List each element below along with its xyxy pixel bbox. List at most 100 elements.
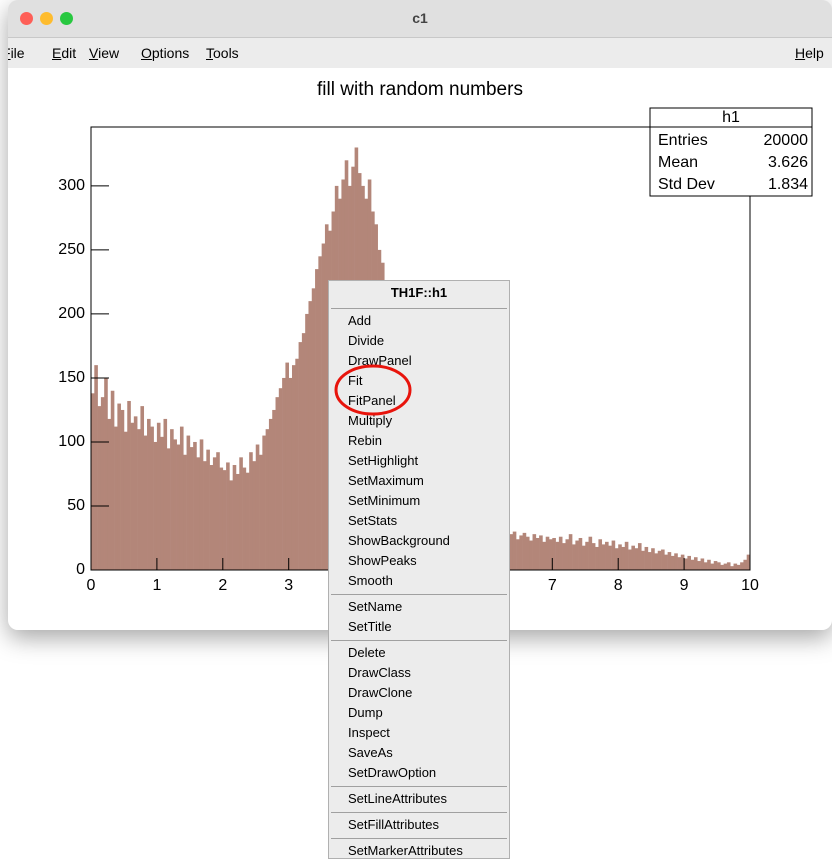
- y-tick-label: 100: [58, 433, 85, 450]
- menu-separator: [331, 812, 507, 813]
- menu-item[interactable]: SetStats: [348, 513, 398, 528]
- menu-item[interactable]: Divide: [348, 333, 385, 348]
- menu-item[interactable]: View: [89, 45, 120, 61]
- bar: [189, 447, 194, 570]
- bar: [94, 365, 98, 570]
- bar: [278, 388, 283, 570]
- menu-item[interactable]: SetMaximum: [348, 473, 424, 488]
- bar: [193, 441, 197, 570]
- menu-item[interactable]: DrawPanel: [348, 353, 412, 368]
- bar: [651, 548, 655, 570]
- bar: [667, 552, 672, 570]
- bar: [170, 429, 174, 570]
- bar: [127, 400, 131, 570]
- bar: [163, 418, 168, 570]
- bar: [647, 552, 652, 570]
- bar: [562, 543, 566, 570]
- menu-item[interactable]: SaveAs: [348, 745, 393, 760]
- bar: [743, 559, 748, 570]
- menu-item[interactable]: SetName: [348, 599, 403, 614]
- bar: [133, 416, 138, 570]
- menu-item[interactable]: Inspect: [348, 725, 390, 740]
- bar: [605, 541, 609, 570]
- y-tick-label: 50: [67, 497, 85, 514]
- bar: [549, 539, 553, 570]
- bar: [535, 537, 540, 570]
- bar: [301, 333, 306, 570]
- bar: [522, 532, 527, 570]
- bar: [232, 465, 237, 570]
- bar: [140, 406, 145, 570]
- bar: [631, 545, 635, 570]
- bar: [235, 473, 240, 570]
- title-bar: c1: [8, 0, 832, 38]
- menu-item[interactable]: SetHighlight: [348, 453, 419, 468]
- bar: [196, 457, 201, 570]
- menu-item[interactable]: Help: [795, 45, 824, 61]
- menu-item[interactable]: SetDrawOption: [348, 765, 437, 780]
- menu-item[interactable]: DrawClone: [348, 685, 413, 700]
- bar: [578, 537, 583, 570]
- bar: [176, 444, 181, 570]
- bar: [100, 397, 105, 570]
- bar: [321, 243, 326, 570]
- bar: [97, 406, 102, 570]
- bar: [91, 393, 95, 570]
- zoom-button[interactable]: [60, 12, 73, 25]
- bar: [308, 301, 313, 570]
- menu-item[interactable]: SetTitle: [348, 619, 392, 634]
- menu-item[interactable]: Options: [141, 45, 190, 61]
- menu-item[interactable]: File: [8, 45, 25, 61]
- menu-separator: [331, 786, 507, 787]
- menu-item[interactable]: Smooth: [348, 573, 393, 588]
- bar: [153, 441, 158, 570]
- bar: [160, 436, 164, 570]
- bar: [661, 549, 665, 570]
- bar: [206, 449, 210, 570]
- bar: [199, 439, 204, 570]
- menu-item[interactable]: Multiply: [348, 413, 393, 428]
- menu-item[interactable]: FitPanel: [348, 393, 396, 408]
- menu-title: TH1F::h1: [390, 285, 448, 300]
- menu-item[interactable]: Tools: [206, 45, 239, 61]
- menu-item[interactable]: Edit: [52, 45, 77, 61]
- close-button[interactable]: [20, 12, 33, 25]
- menu-item[interactable]: Fit: [348, 373, 363, 388]
- menu-item[interactable]: SetLineAttributes: [348, 791, 448, 806]
- bar: [697, 561, 701, 570]
- bar: [568, 534, 573, 570]
- bar: [262, 435, 266, 570]
- bar: [726, 562, 731, 570]
- bar: [641, 550, 645, 570]
- bar: [147, 418, 151, 570]
- bar: [219, 467, 224, 570]
- bar: [295, 358, 299, 570]
- bar: [130, 422, 135, 570]
- menu-item[interactable]: ShowPeaks: [348, 553, 417, 568]
- bar: [285, 362, 289, 570]
- menu-item[interactable]: Delete: [348, 645, 386, 660]
- bar: [552, 537, 556, 570]
- bar: [255, 444, 260, 570]
- menu-item[interactable]: SetMinimum: [348, 493, 421, 508]
- minimize-button[interactable]: [40, 12, 53, 25]
- bar: [608, 545, 612, 570]
- menu-item[interactable]: SetMarkerAttributes: [348, 843, 463, 858]
- menu-item[interactable]: SetFillAttributes: [348, 817, 440, 832]
- bar: [117, 403, 121, 570]
- menu-item[interactable]: Add: [348, 313, 372, 328]
- menu-item[interactable]: DrawClass: [348, 665, 411, 680]
- bar: [222, 470, 227, 570]
- menubar: File Edit View Options Tools Help: [8, 38, 832, 68]
- menu-item[interactable]: ShowBackground: [348, 533, 450, 548]
- bar: [687, 555, 691, 570]
- bar: [282, 377, 286, 570]
- menu-item[interactable]: Rebin: [348, 433, 382, 448]
- bar: [123, 431, 128, 570]
- bar: [305, 313, 309, 570]
- bar: [555, 541, 560, 570]
- bar: [137, 429, 141, 570]
- bar: [516, 539, 520, 570]
- bar: [239, 457, 243, 570]
- menu-item[interactable]: Dump: [348, 705, 383, 720]
